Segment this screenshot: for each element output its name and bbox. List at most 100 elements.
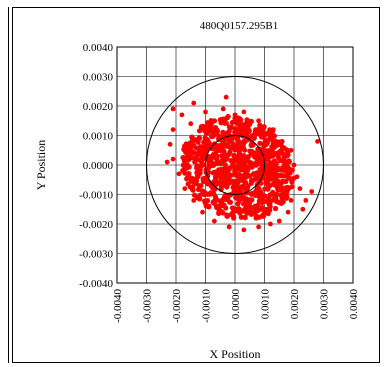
data-point xyxy=(203,109,208,115)
data-point xyxy=(223,120,229,126)
data-point xyxy=(202,135,208,141)
data-point xyxy=(284,173,290,179)
data-point xyxy=(214,143,221,149)
data-point xyxy=(225,113,231,120)
data-point xyxy=(230,178,236,184)
data-point xyxy=(264,181,270,187)
chart-container: 480Q0157.295B1 -0.0040 -0.0030 -0.0020 -0.0… xyxy=(12,7,380,363)
data-point xyxy=(189,175,195,181)
data-point xyxy=(276,165,282,172)
data-point xyxy=(315,139,320,144)
x-tick-label: 0.0000 xyxy=(230,289,242,320)
y-tick-label: 0.0010 xyxy=(83,131,114,143)
data-point xyxy=(232,208,238,214)
y-tick-label: 0.0000 xyxy=(83,160,114,172)
data-point xyxy=(214,159,220,165)
data-point xyxy=(231,153,237,159)
data-point xyxy=(164,159,170,165)
data-point xyxy=(182,170,188,176)
data-point xyxy=(257,131,263,137)
data-point xyxy=(283,195,289,201)
data-point xyxy=(273,161,279,167)
data-point xyxy=(303,198,309,203)
plot-area-border xyxy=(116,46,354,284)
data-point xyxy=(170,156,176,162)
data-point xyxy=(240,201,247,207)
data-point xyxy=(265,164,272,170)
data-point xyxy=(227,199,234,205)
data-point xyxy=(191,180,197,186)
data-point xyxy=(170,127,176,132)
data-point xyxy=(225,194,231,201)
data-point xyxy=(274,178,281,184)
data-point xyxy=(198,183,204,189)
data-point xyxy=(236,209,242,215)
x-tick-label: 0.0040 xyxy=(348,289,360,320)
data-point xyxy=(270,127,276,132)
data-point xyxy=(271,133,278,139)
data-point xyxy=(246,128,252,134)
data-point xyxy=(233,183,239,189)
data-point xyxy=(268,221,273,227)
data-point xyxy=(249,133,255,139)
point-cloud xyxy=(180,113,297,221)
data-point xyxy=(240,166,246,173)
data-point xyxy=(228,138,234,145)
data-point xyxy=(252,172,258,179)
data-point xyxy=(206,180,211,186)
data-point xyxy=(246,172,252,178)
data-point xyxy=(170,106,176,112)
data-point xyxy=(223,94,229,100)
data-point xyxy=(272,182,279,188)
data-point xyxy=(193,156,199,162)
data-point xyxy=(193,145,199,151)
data-point xyxy=(202,148,209,154)
data-point xyxy=(241,132,247,138)
data-point xyxy=(235,173,241,179)
data-point xyxy=(294,174,300,180)
data-point xyxy=(206,164,212,170)
data-point xyxy=(222,132,229,138)
data-point xyxy=(279,180,285,186)
data-point xyxy=(309,189,315,194)
data-point xyxy=(200,162,207,168)
data-point xyxy=(204,197,211,204)
data-point xyxy=(246,119,252,125)
data-point xyxy=(238,122,244,129)
chart-title: 480Q0157.295B1 xyxy=(200,20,279,32)
data-point xyxy=(265,168,272,174)
data-point xyxy=(275,187,281,193)
data-point xyxy=(300,206,306,212)
data-point xyxy=(255,158,261,164)
data-point xyxy=(186,164,192,170)
data-point xyxy=(191,198,197,203)
data-point xyxy=(195,173,201,180)
data-point xyxy=(244,185,250,191)
data-point xyxy=(289,184,295,190)
data-point xyxy=(191,192,198,198)
data-point xyxy=(257,140,263,146)
data-point xyxy=(226,124,232,130)
data-point xyxy=(218,120,224,126)
data-point xyxy=(216,167,222,173)
data-point xyxy=(249,164,255,170)
data-point xyxy=(261,124,267,131)
data-point xyxy=(247,200,253,206)
x-axis-ticks: -0.0040 -0.0030 -0.0020 -0.0010 0.0000 0.0010… xyxy=(112,289,360,323)
data-point xyxy=(212,174,219,180)
data-point xyxy=(237,126,243,133)
data-point xyxy=(278,200,284,206)
data-point xyxy=(283,178,289,185)
data-point xyxy=(252,206,259,213)
data-point xyxy=(224,213,230,219)
data-point xyxy=(279,139,285,144)
data-point xyxy=(167,141,173,147)
data-point xyxy=(186,171,192,177)
data-point xyxy=(221,148,227,154)
data-point xyxy=(254,152,260,158)
data-point xyxy=(269,144,275,150)
data-point xyxy=(283,187,290,193)
data-point xyxy=(273,192,279,197)
y-tick-label: 0.0040 xyxy=(83,42,114,54)
y-tick-label: -0.0010 xyxy=(79,190,113,202)
